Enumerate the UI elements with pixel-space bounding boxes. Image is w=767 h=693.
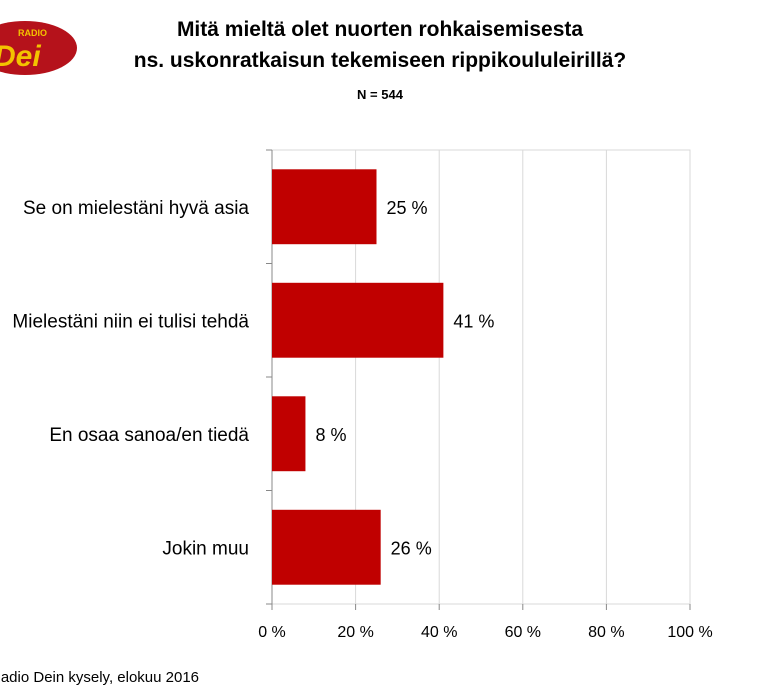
bar — [272, 396, 306, 472]
chart-title-line2: ns. uskonratkaisun tekemiseen rippikoulu… — [133, 49, 627, 72]
category-label: En osaa sanoa/en tiedä — [49, 425, 249, 446]
data-label: 25 % — [387, 198, 428, 218]
bar — [272, 282, 444, 358]
x-tick-label: 100 % — [667, 624, 712, 641]
data-label: 26 % — [391, 538, 432, 558]
chart-subtitle: N = 544 — [357, 87, 403, 102]
data-label: 41 % — [453, 311, 494, 331]
x-tick-label: 20 % — [337, 624, 373, 641]
logo-big-text: Dei — [0, 40, 41, 73]
x-tick-label: 80 % — [588, 624, 624, 641]
category-label: Jokin muu — [162, 538, 249, 559]
category-label: Se on mielestäni hyvä asia — [23, 198, 249, 219]
x-tick-label: 40 % — [421, 624, 457, 641]
data-label: 8 % — [315, 425, 346, 445]
source-note: Radio Dein kysely, elokuu 2016 — [0, 669, 200, 686]
category-label: Mielestäni niin ei tulisi tehdä — [12, 311, 249, 332]
bar — [272, 169, 377, 245]
logo-ellipse — [0, 21, 77, 75]
radio-dei-logo: RADIO Dei — [0, 21, 77, 75]
bar — [272, 509, 381, 585]
x-tick-label: 60 % — [505, 624, 541, 641]
logo-small-text: RADIO — [18, 28, 47, 38]
x-tick-label: 0 % — [258, 624, 286, 641]
chart-title-line1: Mitä mieltä olet nuorten rohkaisemisesta — [176, 18, 584, 41]
